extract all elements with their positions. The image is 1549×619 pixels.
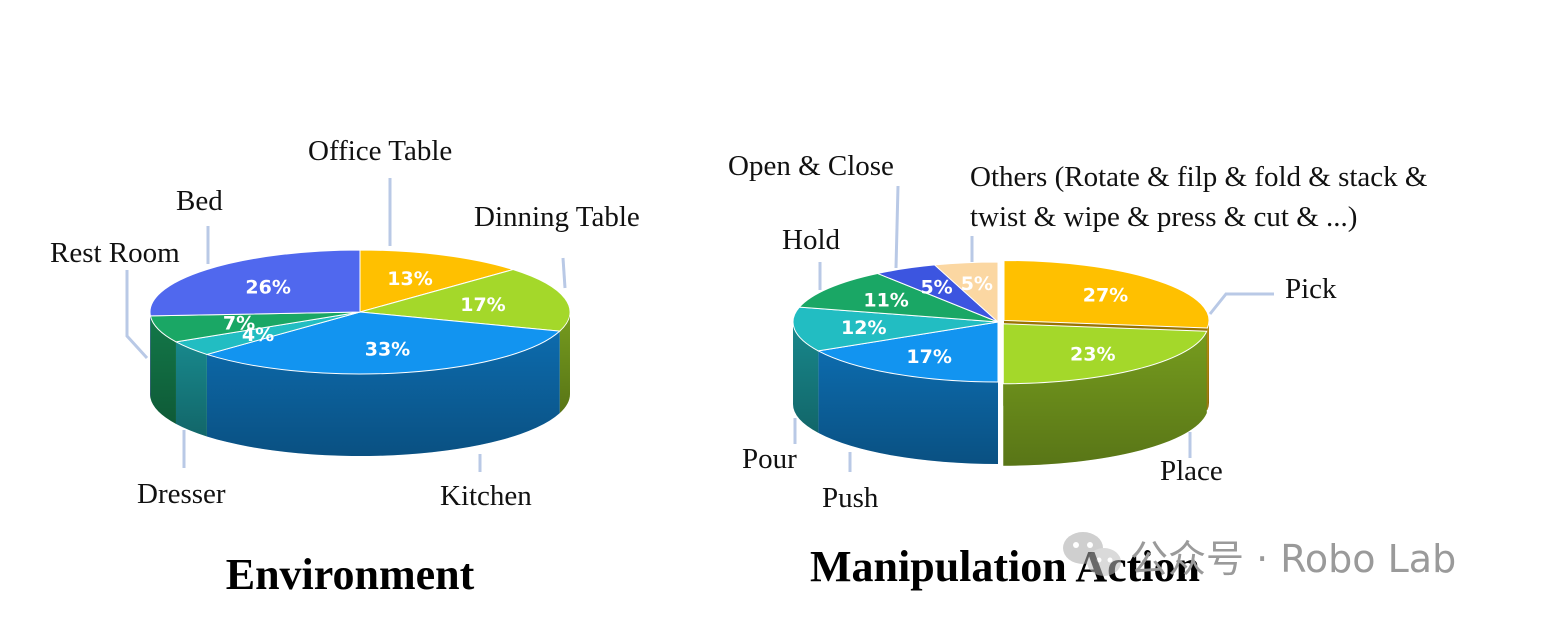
- slice-push: [816, 321, 999, 383]
- pct-label-pour: 12%: [841, 317, 886, 339]
- pct-label-hold: 11%: [863, 290, 908, 312]
- pct-label-dinning-table: 17%: [460, 294, 505, 316]
- pct-label-bed: 26%: [245, 277, 290, 299]
- slice-pour: [792, 306, 999, 352]
- slice-others-rotate-filp-fold-stack-: [933, 261, 999, 324]
- wechat-icon: [1063, 532, 1121, 576]
- pct-label-pick: 27%: [1083, 284, 1128, 306]
- slice-side-shade-dresser: [175, 341, 207, 437]
- leader-pick: [1208, 292, 1274, 315]
- pct-label-open-close: 5%: [920, 277, 952, 299]
- env-label-office-table: Office Table: [308, 135, 452, 167]
- slice-bed: [149, 249, 361, 317]
- env-label-kitchen: Kitchen: [440, 480, 532, 512]
- pct-label-dresser: 4%: [242, 324, 274, 346]
- pct-label-place: 23%: [1070, 343, 1115, 365]
- pct-label-kitchen: 33%: [365, 338, 410, 360]
- action-leader-lines: [793, 185, 1274, 472]
- slice-hold: [798, 272, 999, 323]
- slice-place: [1002, 323, 1208, 385]
- slice-side-shade-pick: [1207, 319, 1210, 410]
- slice-kitchen: [205, 311, 561, 375]
- slice-side-shade-push: [818, 350, 998, 464]
- environment-pie: 13% 17% 33% 4%7% 26%: [149, 249, 571, 456]
- act-label-place: Place: [1160, 455, 1223, 487]
- leader-rest-room: [125, 270, 149, 360]
- env-label-bed: Bed: [176, 185, 223, 217]
- slice-side-shade-rest-room: [150, 315, 176, 424]
- leader-open-close: [894, 185, 900, 269]
- environment-leader-lines: [125, 178, 567, 472]
- act-chart-title: Manipulation Action: [810, 542, 1200, 591]
- pct-label-push: 17%: [906, 346, 951, 368]
- env-label-rest-room: Rest Room: [50, 237, 180, 269]
- slice-side-shade-pour: [792, 321, 819, 433]
- slice-dinning-table: [359, 269, 571, 332]
- env-label-dinning-table: Dinning Table: [474, 201, 640, 233]
- env-chart-title: Environment: [226, 550, 475, 599]
- act-label-others-line1: Others (Rotate & filp & fold & stack &: [970, 161, 1428, 193]
- slice-side-shade-dinning-table: [559, 311, 570, 414]
- act-label-pour: Pour: [742, 443, 797, 475]
- pct-label-office-table: 13%: [387, 268, 432, 290]
- leader-dinning-table: [561, 257, 567, 289]
- env-label-dresser: Dresser: [137, 478, 226, 510]
- watermark: 公众号 · Robo Lab: [1063, 532, 1456, 581]
- act-label-open-close: Open & Close: [728, 150, 894, 182]
- watermark-text: 公众号 · Robo Lab: [1130, 537, 1456, 581]
- pct-label-rest-room: 7%: [223, 312, 255, 334]
- manipulation-action-pie: 27% 23% 17% 12% 11% 5% 5%: [792, 259, 1210, 466]
- slice-side-shade-place: [1003, 331, 1207, 466]
- slice-side-shade-kitchen: [206, 331, 560, 456]
- act-label-others-line2: twist & wipe & press & cut & ...): [970, 201, 1357, 233]
- slice-pick: [1003, 259, 1210, 329]
- slice-office-table: [359, 249, 515, 313]
- pct-label-others-rotate-filp-fold-stack-: 5%: [961, 273, 993, 295]
- act-label-pick: Pick: [1285, 273, 1337, 305]
- act-label-hold: Hold: [782, 224, 841, 256]
- act-label-push: Push: [822, 482, 879, 514]
